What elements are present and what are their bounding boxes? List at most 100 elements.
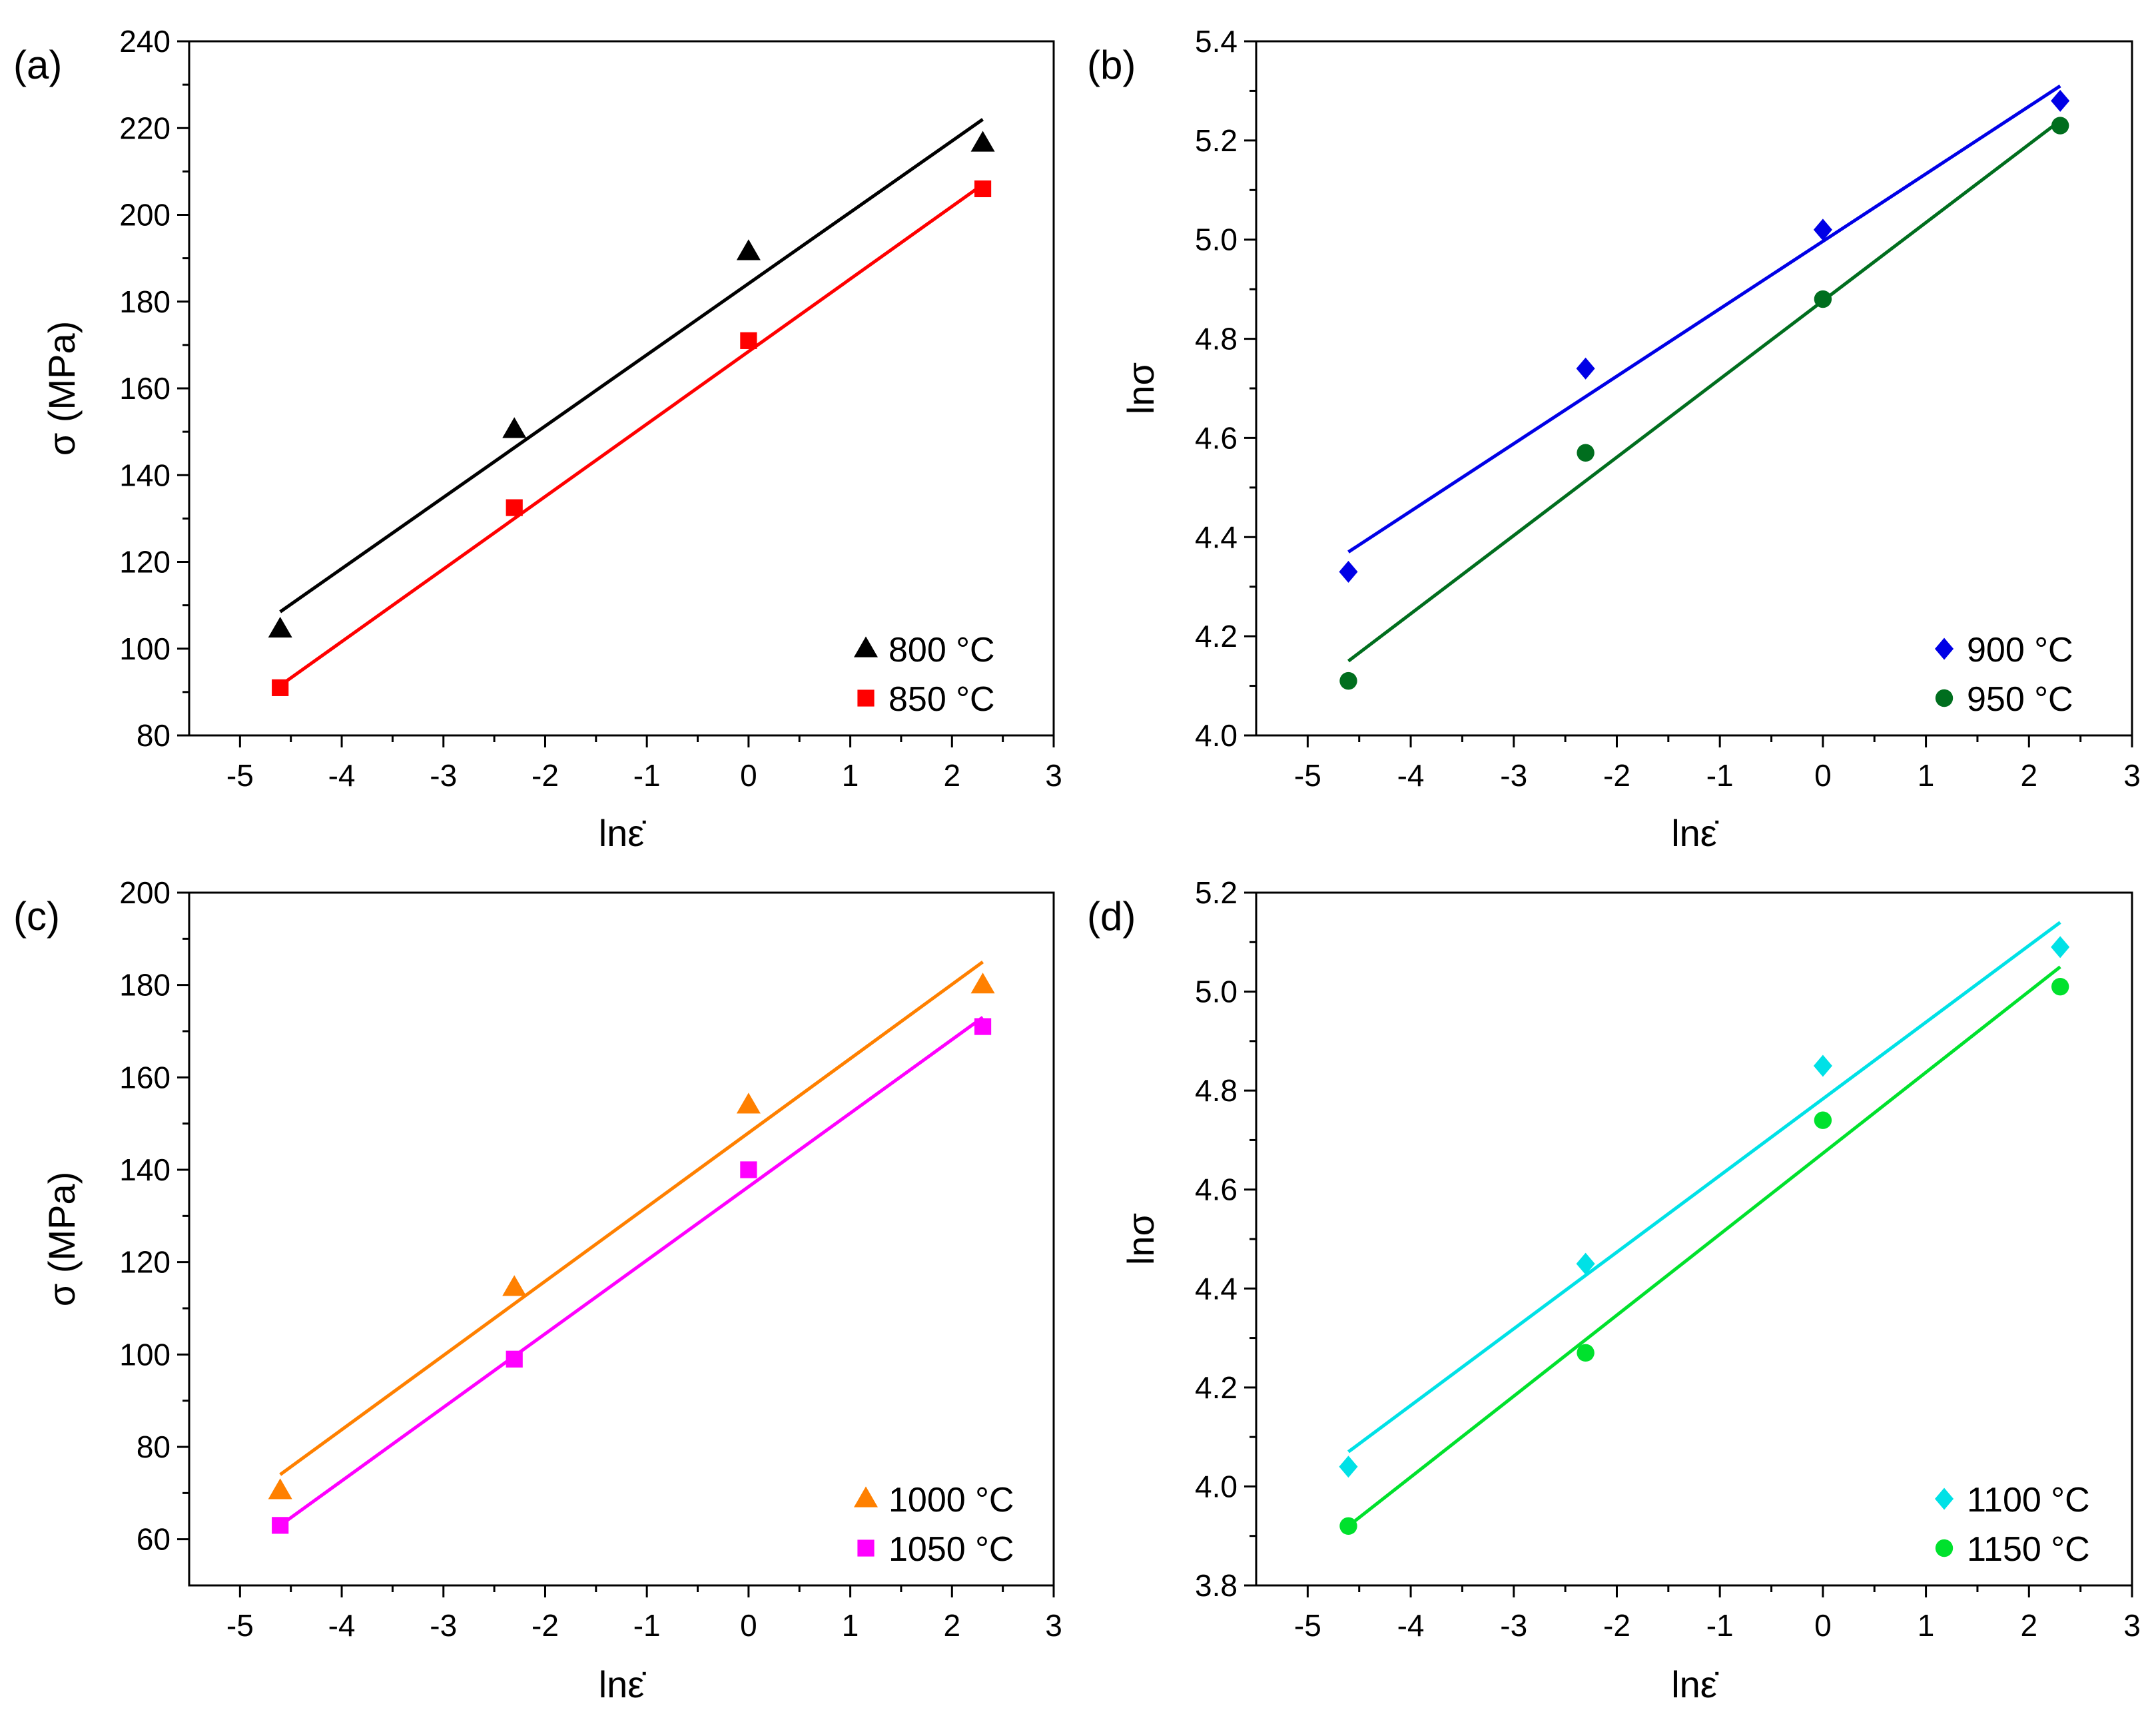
data-point (1339, 671, 1357, 690)
x-tick-label: -5 (1294, 1608, 1321, 1643)
legend-label: 1100 °C (1967, 1481, 2090, 1519)
y-tick-label: 4.6 (1195, 420, 1238, 455)
data-point (506, 499, 523, 516)
x-tick-label: -3 (430, 1608, 457, 1643)
data-point (2051, 977, 2069, 996)
legend-marker (1934, 1488, 1954, 1510)
data-point (736, 1092, 761, 1114)
data-point (1814, 1111, 1832, 1129)
y-tick-label: 80 (137, 718, 171, 753)
x-tick-label: -1 (633, 1608, 661, 1643)
y-tick-label: 4.8 (1195, 322, 1238, 356)
legend-label: 900 °C (1967, 631, 2073, 669)
data-point (1814, 290, 1832, 308)
x-tick-label: -5 (226, 758, 254, 793)
legend-label: 1150 °C (1967, 1530, 2090, 1569)
x-tick-label: -2 (1603, 1608, 1630, 1643)
panel-label: (a) (13, 43, 62, 87)
x-tick-label: -4 (328, 1608, 356, 1643)
y-tick-label: 4.0 (1195, 1469, 1238, 1503)
data-point (268, 616, 292, 638)
fit-line (1347, 965, 2061, 1527)
y-tick-label: 220 (119, 111, 171, 145)
y-tick-label: 180 (119, 284, 171, 319)
x-tick-label: -3 (1500, 1608, 1527, 1643)
x-tick-label: 0 (740, 758, 757, 793)
y-tick-label: 140 (119, 458, 171, 492)
data-point (2051, 117, 2069, 135)
legend-label: 950 °C (1967, 680, 2073, 719)
data-point (740, 332, 757, 349)
x-tick-label: 3 (2123, 1608, 2141, 1643)
fit-line (279, 1016, 984, 1527)
y-tick-label: 4.4 (1195, 1271, 1238, 1306)
y-tick-label: 100 (119, 1337, 171, 1372)
data-point (736, 239, 761, 260)
y-axis-label: lnσ (1120, 362, 1162, 414)
y-tick-label: 160 (119, 1060, 171, 1094)
y-tick-label: 180 (119, 968, 171, 1003)
legend-marker (854, 1486, 878, 1507)
y-tick-label: 120 (119, 545, 171, 580)
y-tick-label: 4.8 (1195, 1073, 1238, 1108)
legend-marker (854, 636, 878, 657)
y-tick-label: 200 (119, 198, 171, 232)
data-point (1813, 1055, 1832, 1077)
x-axis-label: lnε̇ (1671, 812, 1719, 854)
y-tick-label: 200 (119, 875, 171, 910)
x-tick-label: 2 (943, 1608, 960, 1643)
data-point (502, 417, 527, 438)
y-tick-label: 140 (119, 1152, 171, 1187)
data-point (272, 1517, 289, 1534)
x-tick-label: 3 (1045, 1608, 1062, 1643)
data-point (1813, 218, 1832, 241)
fit-line (279, 183, 984, 687)
x-tick-label: -2 (532, 758, 559, 793)
data-point (970, 131, 995, 152)
data-point (1339, 1456, 1358, 1478)
x-tick-label: 2 (2020, 758, 2037, 793)
y-tick-label: 5.0 (1195, 222, 1238, 257)
y-tick-label: 60 (137, 1522, 171, 1557)
fit-line (279, 960, 984, 1476)
x-axis-label: lnε̇ (599, 812, 647, 854)
x-tick-label: 1 (842, 758, 859, 793)
data-point (2051, 89, 2070, 112)
legend-marker (857, 1539, 875, 1557)
legend-marker (1935, 689, 1954, 707)
x-tick-label: 3 (2123, 758, 2141, 793)
panel-label: (d) (1087, 894, 1136, 939)
chart-panel: -5 -4 -3 -2 -1 0 1 2 3 3.8 4.0 4.2 4.4 4.6 4.8 5.0 5.2 (d… (1087, 875, 2141, 1705)
legend-label: 1050 °C (889, 1530, 1014, 1569)
x-tick-label: 0 (1814, 1608, 1832, 1643)
x-tick-label: -4 (328, 758, 356, 793)
x-tick-label: -4 (1397, 758, 1425, 793)
data-point (268, 1478, 292, 1499)
x-tick-label: 1 (1918, 758, 1935, 793)
x-axis-label: lnε̇ (599, 1663, 647, 1705)
y-axis-label: lnσ (1120, 1213, 1162, 1265)
x-tick-label: 2 (2020, 1608, 2037, 1643)
panel-label: (b) (1087, 43, 1136, 87)
data-point (1577, 444, 1595, 462)
y-axis-label: σ (MPa) (41, 1172, 83, 1307)
legend-marker (1935, 1539, 1954, 1557)
data-point (1339, 560, 1358, 583)
data-point (2051, 936, 2070, 959)
x-tick-label: -3 (1500, 758, 1527, 793)
y-tick-label: 5.4 (1195, 24, 1238, 59)
x-tick-label: -4 (1397, 1608, 1425, 1643)
x-tick-label: 3 (1045, 758, 1062, 793)
fit-line (1347, 921, 2061, 1454)
x-tick-label: -2 (532, 1608, 559, 1643)
data-point (502, 1275, 527, 1296)
x-tick-label: 1 (842, 1608, 859, 1643)
x-tick-label: 0 (1814, 758, 1832, 793)
data-point (974, 1018, 992, 1035)
data-point (740, 1161, 757, 1178)
data-point (1576, 1252, 1595, 1275)
fit-line (279, 118, 984, 614)
y-tick-label: 4.2 (1195, 619, 1238, 653)
x-tick-label: 1 (1918, 1608, 1935, 1643)
